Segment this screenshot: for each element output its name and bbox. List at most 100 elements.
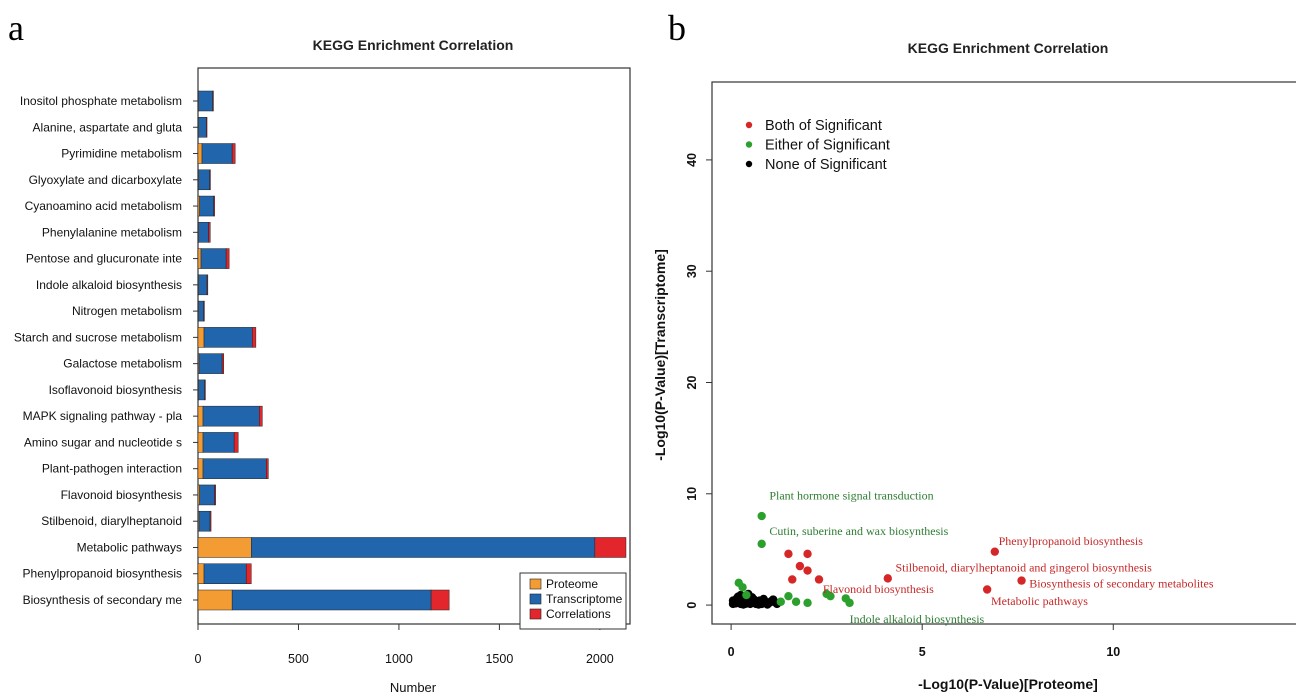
- point-both-of-significant-6: [883, 574, 892, 583]
- category-label: Starch and sucrose metabolism: [14, 330, 182, 344]
- annotation-label: Stilbenoid, diarylheptanoid and gingerol…: [895, 561, 1152, 575]
- legend-label-proteome: Proteome: [546, 577, 598, 591]
- bar-correlations-2: [231, 143, 236, 164]
- legend-label: Either of Significant: [765, 138, 890, 154]
- annotation-label: Biosynthesis of secondary metabolites: [1029, 576, 1214, 590]
- bar-transcriptome-6: [200, 248, 227, 269]
- panel-b-letter: b: [668, 8, 686, 48]
- panel-b-title: KEGG Enrichment Correlation: [908, 40, 1109, 56]
- bar-transcriptome-16: [198, 510, 211, 532]
- bar-transcriptome-15: [199, 484, 215, 506]
- bar-correlations-17: [594, 537, 627, 558]
- bar-proteome-18: [197, 563, 205, 584]
- annotation-label: Phenylpropanoid biosynthesis: [999, 534, 1144, 548]
- point-both-of-significant-7: [990, 547, 1000, 556]
- panel-b-y-axis: 0 10 20 30 40: [685, 153, 712, 609]
- bar-correlations-6: [225, 248, 230, 269]
- legend-swatch-proteome: [529, 578, 542, 590]
- bar-transcriptome-9: [203, 327, 253, 348]
- category-label: Pyrimidine metabolism: [61, 147, 182, 161]
- legend-label: Both of Significant: [765, 118, 882, 134]
- bar-transcriptome-5: [198, 222, 209, 243]
- panel-a-letter: a: [8, 8, 24, 48]
- bar-correlations-15: [214, 484, 216, 506]
- point-either-of-significant-6: [803, 598, 812, 608]
- category-label: Galactose metabolism: [63, 357, 182, 371]
- point-either-of-significant-4: [784, 591, 793, 601]
- legend-marker-either-of-significant: [745, 141, 753, 148]
- category-label: Phenylpropanoid biosynthesis: [23, 567, 182, 581]
- bar-correlations-3: [209, 169, 211, 191]
- x-tick-label: 0: [728, 645, 735, 659]
- category-label: Pentose and glucuronate inte: [26, 252, 182, 266]
- point-both-of-significant-1: [803, 549, 812, 559]
- panel-a-category-labels: Inositol phosphate metabolism Alanine, as…: [14, 94, 198, 607]
- category-label: Alanine, aspartate and gluta: [33, 120, 183, 134]
- legend-label-correlations: Correlations: [546, 607, 611, 621]
- bar-correlations-4: [213, 195, 215, 217]
- point-either-of-significant-0: [757, 511, 766, 521]
- bar-proteome-13: [197, 432, 204, 453]
- point-either-of-significant-11: [776, 597, 785, 606]
- bar-correlations-10: [221, 353, 224, 374]
- y-tick-label: 40: [685, 153, 699, 167]
- x-tick-label: 1000: [385, 652, 413, 666]
- bar-correlations-9: [252, 327, 257, 348]
- bar-proteome-12: [197, 405, 204, 427]
- panel-b-x-axis: 051015: [728, 624, 1120, 659]
- bar-transcriptome-3: [198, 169, 210, 191]
- point-either-of-significant-1: [757, 539, 766, 549]
- y-tick-label: 0: [685, 602, 699, 609]
- point-none-of-significant-31: [754, 600, 763, 609]
- point-both-of-significant-4: [814, 575, 824, 584]
- bar-transcriptome-13: [202, 432, 235, 453]
- x-tick-label: 2000: [586, 652, 614, 666]
- point-both-of-significant-8: [982, 585, 992, 594]
- point-either-of-significant-5: [791, 597, 801, 606]
- x-tick-label: 5: [919, 645, 926, 659]
- bar-transcriptome-0: [198, 90, 213, 112]
- panel-a-x-axis: 0 500 1000 1500 2000: [195, 623, 630, 666]
- point-either-of-significant-10: [845, 598, 854, 608]
- category-label: Inositol phosphate metabolism: [20, 94, 182, 108]
- point-either-of-significant-8: [826, 591, 835, 601]
- panel-a-x-axis-label: Number: [390, 680, 437, 695]
- bar-transcriptome-11: [198, 379, 205, 401]
- legend-swatch-correlations: [529, 608, 542, 620]
- panel-b-annotations: Plant hormone signal transduction Cutin, …: [769, 488, 1214, 626]
- bar-transcriptome-2: [201, 143, 233, 164]
- y-tick-label: 10: [685, 487, 699, 501]
- legend-marker-none-of-significant: [745, 160, 753, 168]
- bar-correlations-11: [204, 379, 206, 401]
- bar-transcriptome-17: [250, 537, 596, 558]
- panel-a: a KEGG Enrichment Correlation Inositol p…: [8, 8, 631, 695]
- point-either-of-significant-12: [742, 590, 751, 600]
- category-label: Glyoxylate and dicarboxylate: [29, 173, 183, 187]
- y-tick-label: 30: [685, 264, 699, 278]
- bar-correlations-14: [266, 458, 269, 479]
- category-label: Nitrogen metabolism: [72, 304, 182, 318]
- x-tick-label: 10: [1106, 645, 1120, 659]
- panel-b-plot-frame: [711, 81, 1296, 625]
- bar-correlations-16: [209, 510, 212, 532]
- bar-correlations-12: [259, 405, 263, 427]
- category-label: Cyanoamino acid metabolism: [25, 199, 182, 213]
- category-label: Stilbenoid, diarylheptanoid: [41, 514, 182, 528]
- category-label: Isoflavonoid biosynthesis: [49, 383, 182, 397]
- bar-proteome-14: [197, 458, 204, 479]
- point-both-of-significant-9: [1017, 576, 1026, 585]
- bar-transcriptome-19: [231, 589, 432, 611]
- bar-proteome-9: [197, 327, 205, 348]
- category-label: Flavonoid biosynthesis: [61, 488, 182, 502]
- point-both-of-significant-3: [803, 566, 812, 575]
- annotation-label: Flavonoid biosynthesis: [823, 582, 934, 596]
- legend-label: None of Significant: [765, 157, 887, 173]
- legend-swatch-transcriptome: [529, 593, 542, 605]
- x-tick-label: 1500: [485, 652, 513, 666]
- category-label: Biosynthesis of secondary me: [23, 593, 183, 607]
- category-label: Indole alkaloid biosynthesis: [36, 278, 182, 292]
- category-label: Plant-pathogen interaction: [42, 462, 182, 476]
- bar-transcriptome-10: [198, 353, 223, 374]
- panel-a-title: KEGG Enrichment Correlation: [313, 37, 514, 53]
